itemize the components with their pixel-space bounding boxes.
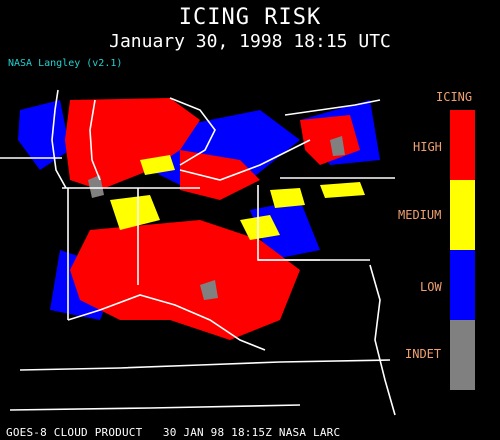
legend-swatch-indet bbox=[450, 320, 475, 390]
legend-label-indet: INDET bbox=[405, 347, 442, 361]
icing-risk-map bbox=[0, 89, 396, 416]
legend-swatch-medium bbox=[450, 180, 475, 250]
lake-huron-shore bbox=[169, 97, 216, 166]
geographic-borders bbox=[0, 89, 396, 416]
kentucky-border bbox=[19, 359, 391, 371]
medium-region bbox=[270, 188, 305, 208]
ohio-river bbox=[67, 294, 266, 351]
medium-region bbox=[140, 155, 175, 175]
medium-region bbox=[240, 215, 280, 240]
footer-caption: GOES-8 CLOUD PRODUCT 30 JAN 98 18:15Z NA… bbox=[6, 426, 341, 439]
legend-title: ICING bbox=[436, 90, 473, 104]
high-region bbox=[70, 220, 300, 340]
low-region bbox=[18, 100, 70, 170]
legend-label-medium: MEDIUM bbox=[398, 208, 442, 222]
map-timestamp: January 30, 1998 18:15 UTC bbox=[109, 31, 391, 52]
lake-ontario-shore bbox=[284, 99, 381, 116]
lake-michigan-shore bbox=[51, 89, 67, 189]
map-title: ICING RISK bbox=[178, 5, 322, 30]
indet-region bbox=[200, 280, 218, 300]
legend-swatch-high bbox=[450, 110, 475, 180]
southern-border bbox=[9, 404, 301, 411]
lake-erie-shore bbox=[179, 139, 311, 181]
medium-region bbox=[110, 195, 160, 230]
icing-coverage bbox=[18, 98, 380, 340]
legend-swatch-low bbox=[450, 250, 475, 320]
atlantic-coast bbox=[369, 264, 396, 416]
lake-michigan-east-shore bbox=[89, 99, 101, 181]
low-region bbox=[250, 200, 320, 260]
legend-label-low: LOW bbox=[420, 280, 442, 294]
credit-label: NASA Langley (v2.1) bbox=[8, 58, 123, 69]
indet-region bbox=[330, 136, 345, 156]
medium-region bbox=[320, 182, 365, 198]
legend-label-high: HIGH bbox=[413, 140, 442, 154]
high-region bbox=[65, 98, 200, 190]
indet-region bbox=[88, 175, 104, 198]
